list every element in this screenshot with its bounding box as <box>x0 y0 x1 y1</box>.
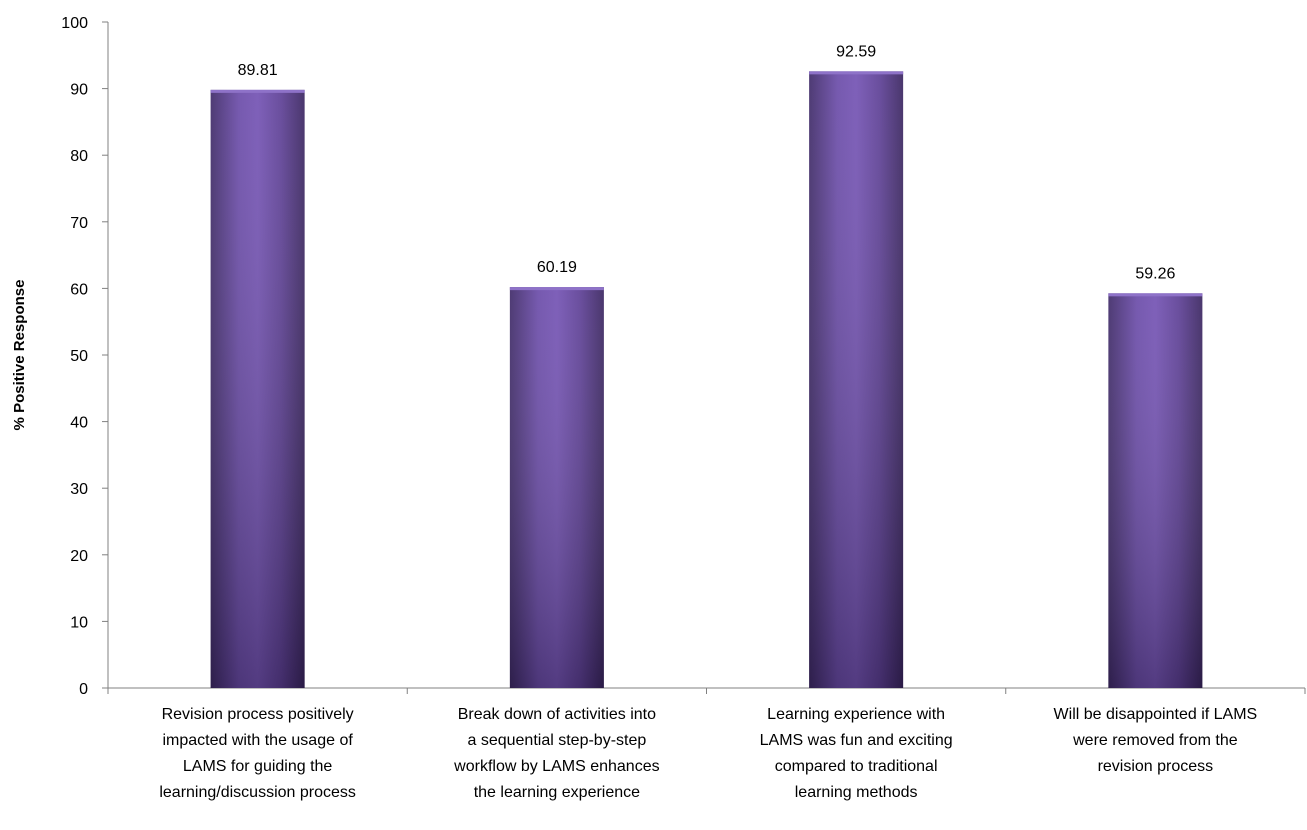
data-label: 59.26 <box>1135 265 1175 282</box>
x-category-label-line: Revision process positively <box>162 706 354 723</box>
x-category-label-line: impacted with the usage of <box>162 732 353 749</box>
y-tick-label: 10 <box>70 614 88 631</box>
x-category-label-line: LAMS for guiding the <box>183 758 333 775</box>
y-tick-label: 100 <box>61 15 88 32</box>
x-category-label: Will be disappointed if LAMS were removed… <box>1054 706 1258 775</box>
x-category-label: Break down of activities into a sequentia… <box>453 706 659 801</box>
bar-shade <box>210 89 305 688</box>
x-category-label-line: Break down of activities into <box>458 706 656 723</box>
x-category-label: Learning experience with LAMS was fun and… <box>760 706 953 801</box>
x-category-label-line: workflow by LAMS enhances <box>453 758 659 775</box>
x-category-label-line: LAMS was fun and exciting <box>760 732 953 749</box>
x-category-label-line: compared to traditional <box>775 758 938 775</box>
y-tick-label: 90 <box>70 82 88 99</box>
x-category-label-line: Learning experience with <box>767 706 945 723</box>
x-category-label-line: were removed from the <box>1072 732 1238 749</box>
x-category-label: Revision process positively impacted with… <box>159 706 356 801</box>
y-axis-title: % Positive Response <box>11 280 28 431</box>
y-tick-label: 50 <box>70 348 88 365</box>
axes: 0 10 20 30 40 50 60 70 80 90 100 <box>61 15 1306 698</box>
y-tick-label: 30 <box>70 481 88 498</box>
x-category-label-line: revision process <box>1098 758 1214 775</box>
bars <box>210 71 1203 689</box>
data-label: 92.59 <box>836 43 876 60</box>
x-category-label-line: learning/discussion process <box>159 784 356 801</box>
y-tick-label: 0 <box>79 681 88 698</box>
data-label: 89.81 <box>238 62 278 79</box>
y-tick-label: 20 <box>70 548 88 565</box>
x-category-label-line: a sequential step-by-step <box>467 732 646 749</box>
bar-top <box>809 71 904 75</box>
x-category-label-line: the learning experience <box>474 784 640 801</box>
data-label: 60.19 <box>537 259 577 276</box>
bar-top <box>509 287 604 291</box>
bar-top <box>1108 293 1203 297</box>
bar-shade <box>509 287 604 688</box>
labels: 89.81 Revision process positively impacted… <box>159 43 1257 801</box>
x-category-label-line: learning methods <box>795 784 918 801</box>
y-tick-label: 80 <box>70 148 88 165</box>
y-tick-label: 70 <box>70 215 88 232</box>
bar-shade <box>809 71 904 689</box>
y-tick-label: 40 <box>70 415 88 432</box>
y-tick-label: 60 <box>70 281 88 298</box>
x-category-label-line: Will be disappointed if LAMS <box>1054 706 1258 723</box>
bar-shade <box>1108 293 1203 688</box>
bar-top <box>210 89 305 93</box>
